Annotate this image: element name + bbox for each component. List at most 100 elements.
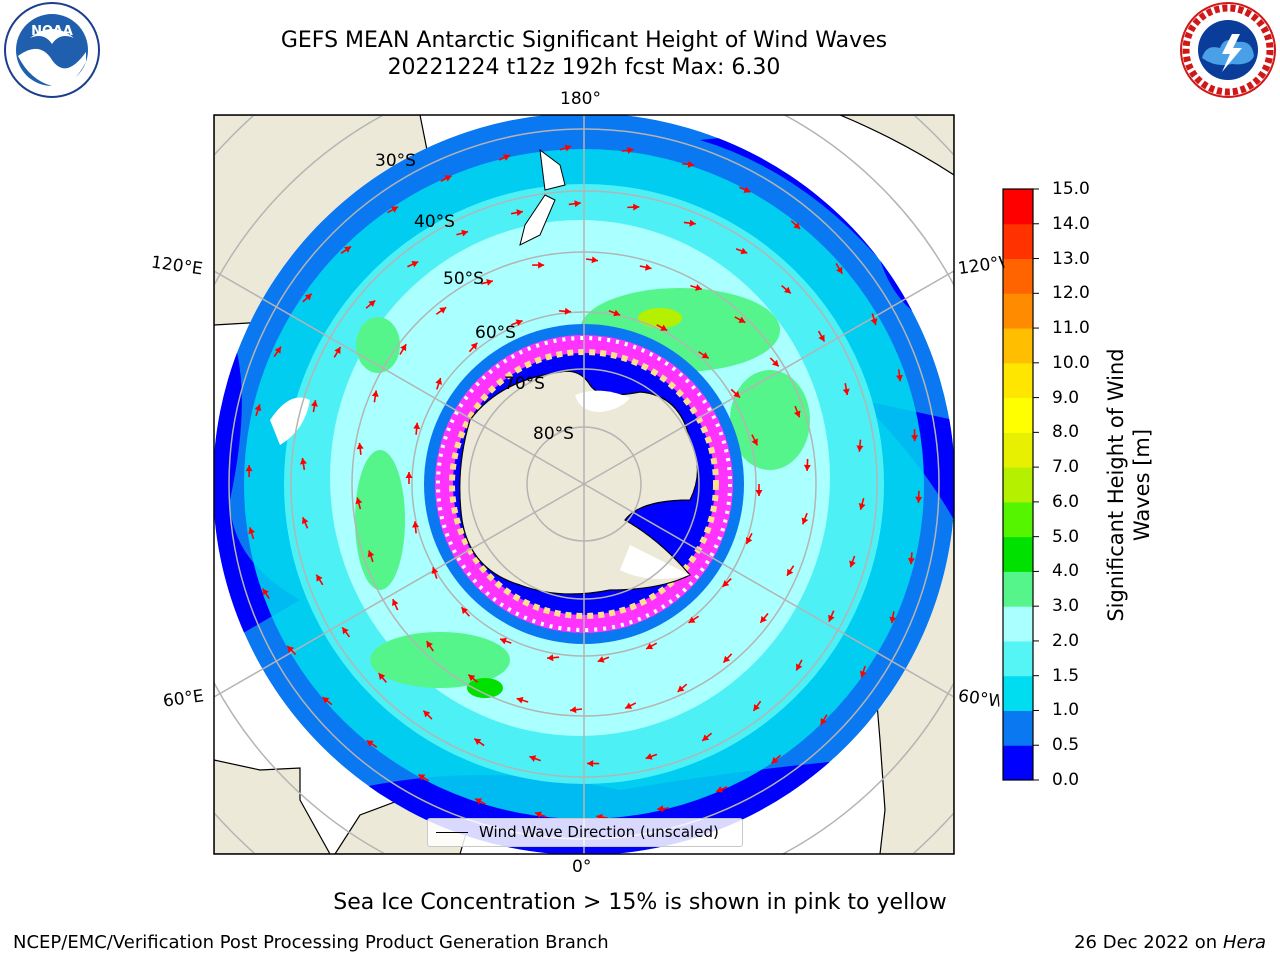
date-text: 26 Dec 2022 on Hera: [1074, 932, 1266, 953]
wave-direction-arrowhead: [849, 560, 856, 568]
sea-ice-note: Sea Ice Concentration > 15% is shown in …: [333, 890, 947, 915]
wave-direction-arrowhead: [645, 263, 652, 271]
wave-direction-arrowhead: [870, 318, 878, 325]
wave-direction-arrowhead: [500, 637, 507, 645]
colorbar-segment: [1003, 710, 1033, 746]
wave-direction-arrowhead: [529, 755, 537, 762]
wave-direction-arrowhead: [746, 537, 753, 544]
wave-direction-arrowhead: [316, 574, 323, 582]
wave-direction-arrowhead: [722, 580, 730, 587]
wave-direction-arrowhead: [760, 615, 767, 623]
legend-line-icon: [436, 832, 468, 833]
wave-direction-arrowhead: [413, 422, 421, 430]
wave-direction-arrowhead: [716, 786, 724, 793]
lon-label-180: 180°: [560, 89, 601, 109]
colorbar-tick-label: 1.5: [1052, 665, 1080, 686]
wave-direction-arrowhead: [753, 704, 760, 711]
wave-direction-arrowhead: [392, 599, 399, 607]
wave-direction-arrowhead: [503, 154, 510, 161]
wave-direction-arrowhead: [391, 206, 399, 213]
wave-direction-arrowhead: [304, 293, 312, 301]
wind-wave-arrows: [245, 144, 923, 821]
wave-direction-arrowhead: [418, 774, 426, 781]
colorbar-segment: [1003, 571, 1033, 607]
wave-direction-arrowhead: [783, 286, 791, 294]
wave-direction-arrowhead: [538, 261, 545, 269]
wave-direction-arrowhead: [405, 472, 413, 478]
colorbar-segment: [1003, 675, 1033, 711]
new-zealand-land: [519, 148, 566, 246]
wave-direction-arrowhead: [515, 319, 523, 326]
wave-direction-arrowhead: [366, 740, 374, 747]
map-subtitle: 20221224 t12z 192h fcst Max: 6.30: [387, 55, 781, 80]
colorbar-segment: [1003, 745, 1033, 781]
colorbar-tick-label: 11.0: [1052, 318, 1090, 339]
colorbar-segment: [1003, 606, 1033, 642]
colorbar-tick-label: 4.0: [1052, 561, 1080, 582]
wave-direction-arrowhead: [677, 685, 685, 692]
colorbar-tick-label: 10.0: [1052, 352, 1090, 373]
wave-direction-arrowhead: [301, 517, 309, 525]
map-legend: Wind Wave Direction (unscaled): [427, 818, 743, 847]
wave-direction-arrowhead: [287, 645, 294, 653]
colorbar-segment: [1003, 223, 1033, 260]
legend-label: Wind Wave Direction (unscaled): [479, 823, 719, 841]
wave-direction-arrowhead: [412, 521, 419, 528]
wave-direction-arrowhead: [431, 567, 439, 575]
wave-direction-arrowhead: [915, 496, 923, 503]
colorbar-tick-label: 8.0: [1052, 422, 1080, 443]
wave-direction-arrowhead: [342, 627, 349, 635]
wave-direction-arrowhead: [889, 616, 897, 624]
lat-label-70s: 70°S: [504, 374, 545, 394]
wave-direction-arrowhead: [564, 144, 572, 152]
wave-direction-arrowhead: [516, 696, 524, 704]
date-value: 26 Dec 2022 on: [1074, 932, 1218, 953]
wave-direction-arrowhead: [426, 641, 433, 648]
wave-direction-arrowhead: [299, 457, 307, 465]
svg-text:NOAA: NOAA: [31, 24, 73, 39]
wave-direction-arrowhead: [751, 438, 758, 446]
map-panel: [214, 115, 954, 854]
wave-direction-arrowhead: [254, 404, 262, 412]
wave-direction-arrowhead: [645, 753, 653, 760]
colorbar-segment: [1003, 293, 1033, 329]
wave-direction-arrowhead: [356, 442, 364, 450]
colorbar-frame: [1002, 188, 1034, 781]
colorbar-tick-label: 14.0: [1052, 213, 1090, 234]
wave-direction-arrowhead: [695, 284, 702, 291]
wave-direction-arrowhead: [400, 344, 407, 352]
wave-direction-arrowhead: [803, 464, 811, 471]
colorbar-tick-label: 9.0: [1052, 387, 1080, 408]
wave-direction-arrowhead: [743, 186, 751, 193]
wave-direction-arrowhead: [274, 346, 281, 354]
wave-direction-arrowhead: [322, 697, 330, 704]
colorbar-tick-label: 2.0: [1052, 630, 1080, 651]
colorbar-tick-label: 1.0: [1052, 700, 1080, 721]
wave-direction-arrowhead: [818, 334, 825, 342]
colorbar-segment: [1003, 501, 1033, 538]
wave-direction-arrowhead: [858, 503, 866, 510]
wave-direction-arrowhead: [355, 497, 363, 505]
wave-direction-arrowhead: [687, 160, 695, 168]
wave-direction-arrowhead: [344, 246, 351, 253]
wave-direction-arrowhead: [444, 175, 452, 182]
wave-direction-arrowhead: [547, 654, 554, 662]
lat-label-40s: 40°S: [414, 212, 455, 232]
noaa-logo: NOAA: [4, 2, 100, 98]
credit-text: NCEP/EMC/Verification Post Processing Pr…: [13, 932, 609, 953]
colorbar-tick-label: 0.5: [1052, 735, 1080, 756]
nws-logo: [1180, 2, 1276, 98]
colorbar-tick-label: 0.0: [1052, 770, 1080, 790]
wave-direction-arrowhead: [689, 219, 696, 227]
wave-direction-arrowhead: [310, 400, 318, 407]
wave-direction-arrowhead: [564, 307, 572, 315]
wave-direction-arrowhead: [468, 674, 476, 682]
map-title: GEFS MEAN Antarctic Significant Height o…: [280, 28, 888, 53]
wave-direction-arrowhead: [475, 798, 483, 805]
wave-direction-arrowhead: [597, 656, 605, 663]
wave-direction-arrowhead: [368, 300, 376, 308]
wave-direction-arrowhead: [836, 266, 843, 274]
colorbar-segment: [1003, 258, 1033, 294]
lat-label-80s: 80°S: [533, 424, 574, 444]
wave-direction-arrowhead: [625, 702, 633, 709]
